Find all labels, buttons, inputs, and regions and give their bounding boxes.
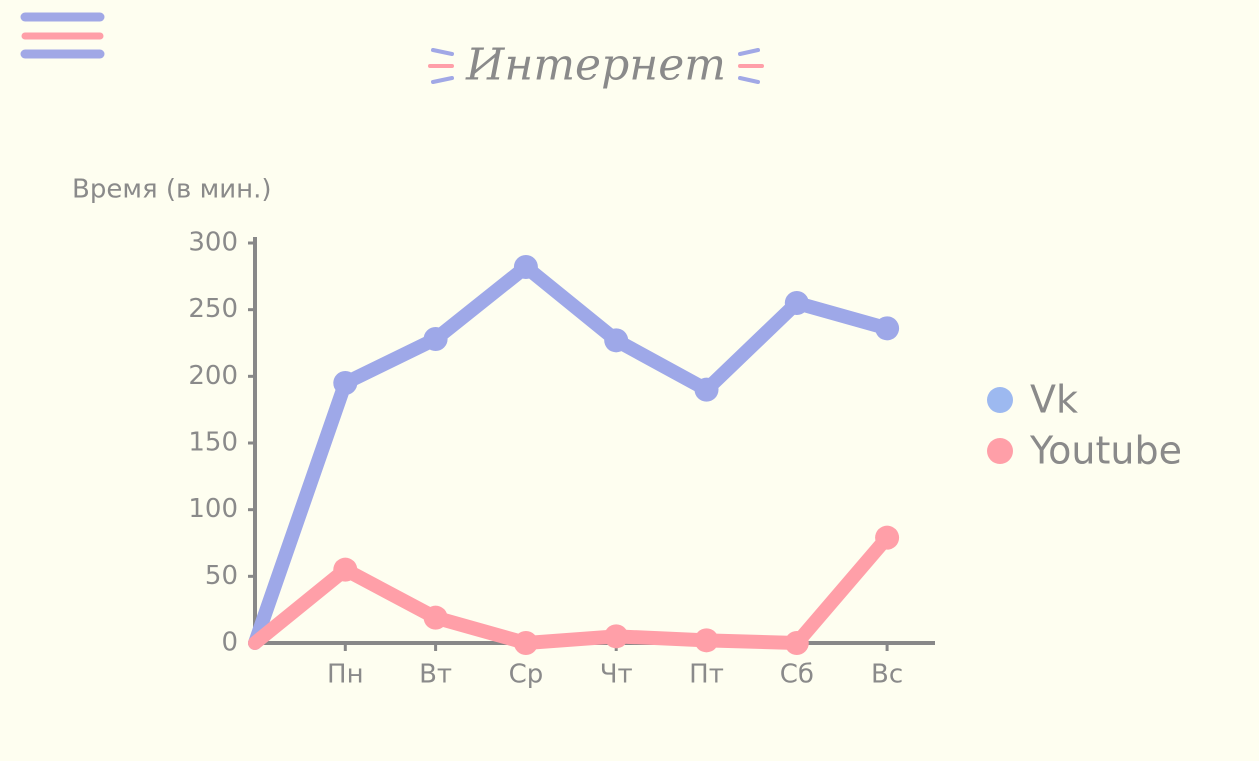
x-tick-label: Пт [689, 660, 724, 690]
point [604, 328, 629, 353]
title-decoration [428, 48, 764, 84]
y-tick-label: 50 [205, 561, 238, 591]
line [248, 260, 895, 650]
line [248, 530, 895, 650]
legend-marker [987, 438, 1013, 464]
menu-button[interactable] [20, 12, 105, 59]
point [333, 371, 358, 395]
x-tick-label: Вт [419, 660, 452, 690]
y-tick-label: 0 [221, 628, 238, 658]
y-axis-label: Время (в мин.) [72, 175, 272, 205]
legend-marker [987, 387, 1013, 413]
point [784, 631, 809, 655]
x-tick-label: Вс [871, 660, 903, 690]
x-tick-label: Ср [509, 660, 544, 690]
legend-label: Vk [1030, 378, 1078, 422]
point [604, 624, 629, 649]
y-tick-label: 150 [188, 428, 238, 458]
point [875, 316, 900, 341]
series [248, 525, 900, 655]
point [694, 628, 719, 653]
y-tick-label: 300 [188, 228, 238, 258]
point [423, 327, 448, 351]
point [875, 525, 900, 550]
x-tick-label: Чт [600, 660, 633, 690]
legend-label: Youtube [1029, 429, 1182, 473]
point [694, 377, 719, 402]
point [423, 605, 448, 630]
series [248, 255, 900, 650]
x-tick-label: Пн [327, 660, 364, 690]
page-title: Интернет [465, 40, 726, 91]
point [513, 631, 538, 655]
point [784, 291, 809, 315]
y-tick-label: 200 [188, 361, 238, 391]
y-tick-label: 100 [188, 494, 238, 524]
x-tick-label: Сб [780, 660, 814, 690]
point [333, 557, 358, 582]
point [513, 255, 538, 279]
y-tick-label: 250 [188, 294, 238, 324]
